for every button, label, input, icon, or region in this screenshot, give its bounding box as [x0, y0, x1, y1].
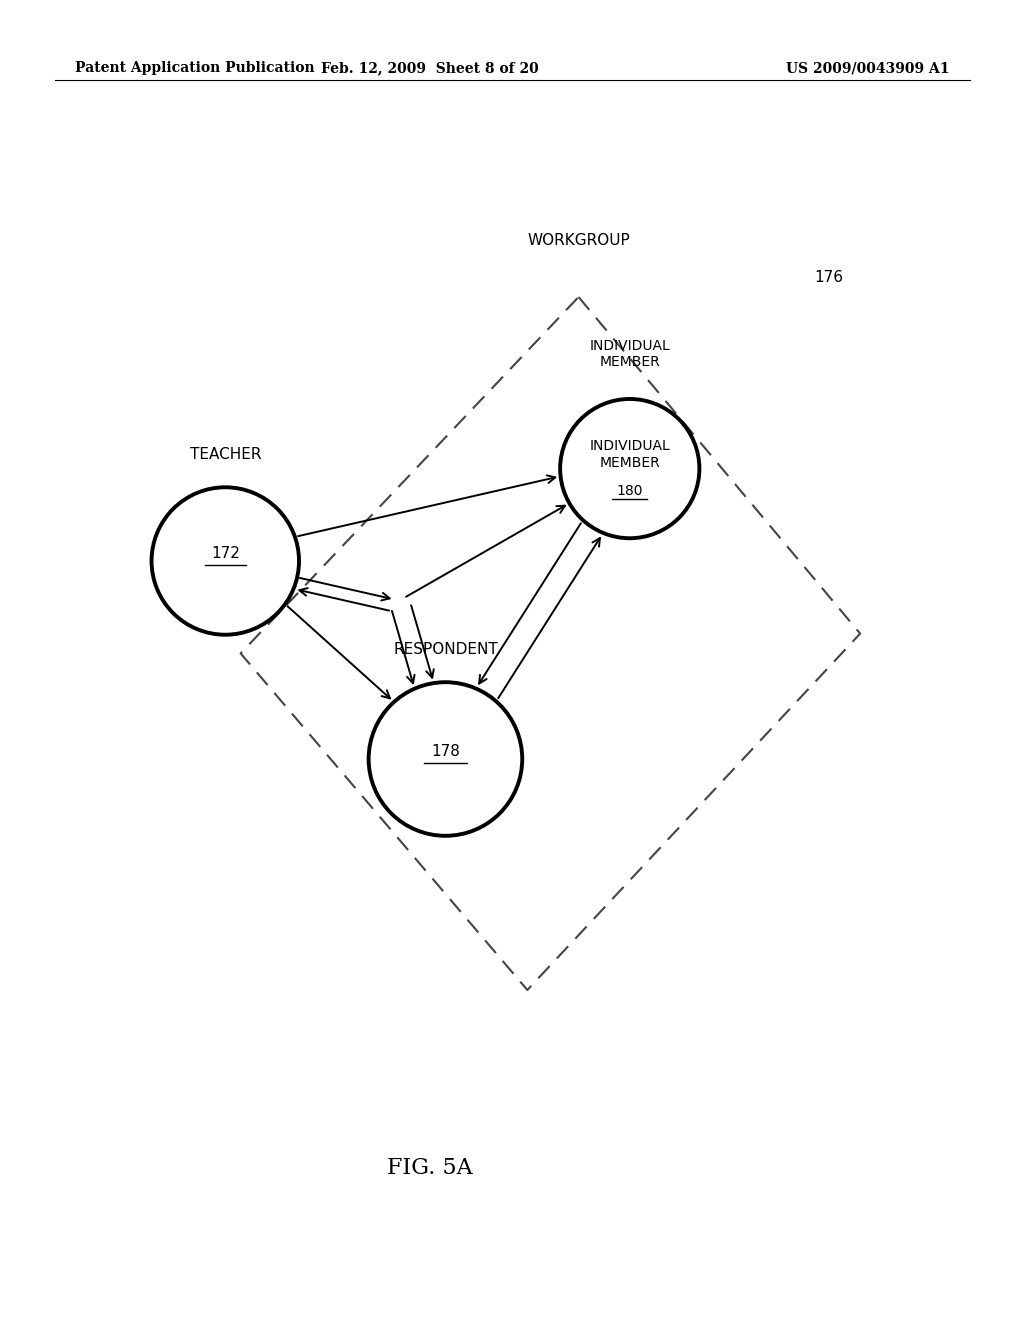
Text: FIG. 5A: FIG. 5A: [387, 1158, 473, 1179]
Circle shape: [152, 487, 299, 635]
Text: RESPONDENT: RESPONDENT: [393, 643, 498, 657]
Circle shape: [369, 682, 522, 836]
Text: 180: 180: [616, 484, 643, 498]
Text: Feb. 12, 2009  Sheet 8 of 20: Feb. 12, 2009 Sheet 8 of 20: [322, 61, 539, 75]
Text: 178: 178: [431, 744, 460, 759]
Text: INDIVIDUAL
MEMBER: INDIVIDUAL MEMBER: [590, 440, 670, 470]
Text: INDIVIDUAL
MEMBER: INDIVIDUAL MEMBER: [590, 339, 670, 370]
Text: US 2009/0043909 A1: US 2009/0043909 A1: [786, 61, 950, 75]
Text: WORKGROUP: WORKGROUP: [527, 234, 630, 248]
Text: Patent Application Publication: Patent Application Publication: [75, 61, 314, 75]
Circle shape: [560, 399, 699, 539]
Text: 176: 176: [814, 269, 843, 285]
Text: TEACHER: TEACHER: [189, 447, 261, 462]
Text: 172: 172: [211, 546, 240, 561]
